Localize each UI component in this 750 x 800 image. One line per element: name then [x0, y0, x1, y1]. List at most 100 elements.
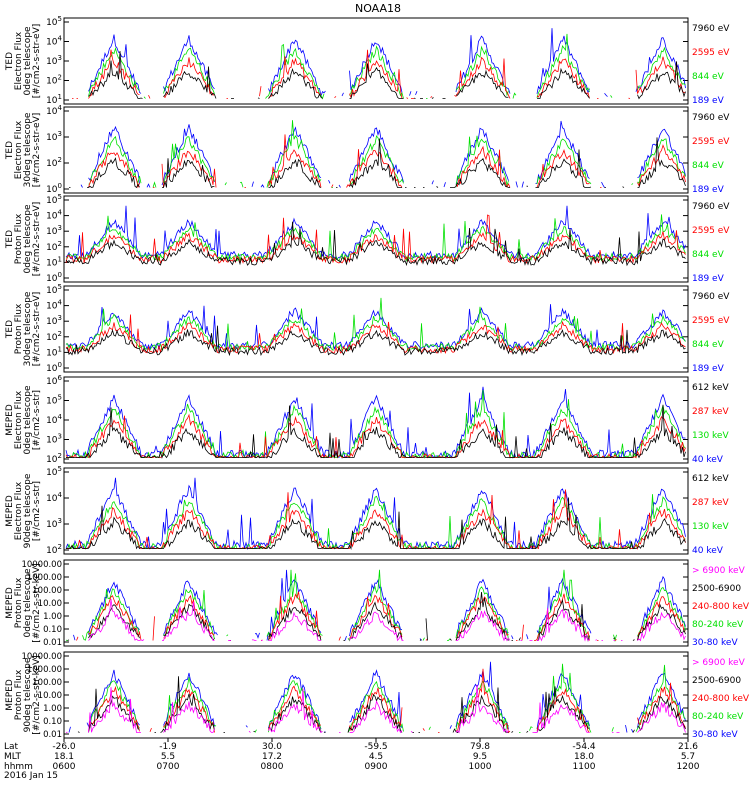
- x-tick-label: 1200: [677, 762, 700, 772]
- y-tick-label: 103: [46, 54, 62, 67]
- y-axis-label: Proton Flux: [14, 303, 24, 354]
- legend-entry: > 6900 keV: [692, 658, 746, 668]
- y-axis-label: 0deg telescope: [23, 568, 33, 638]
- x-tick-label: 4.5: [369, 752, 383, 762]
- series-trace-green: [66, 389, 686, 459]
- legend-entry: 30-80 keV: [692, 730, 738, 740]
- y-tick-label: 100.00: [32, 678, 62, 688]
- panel-5: 102 103 104 105 106 MEPED Electron Flux 0deg te…: [5, 374, 729, 465]
- y-tick-label: 104: [46, 413, 62, 426]
- series-trace-blue: [73, 569, 686, 641]
- series-trace-red: [65, 214, 686, 265]
- panel-6: 102 103 104 105 MEPED Electron Flux 90deg tele…: [5, 465, 729, 556]
- legend-entry: 80-240 keV: [692, 620, 744, 630]
- y-axis-label: Proton Flux: [14, 577, 24, 628]
- x-tick-label: 21.6: [678, 742, 698, 752]
- y-axis-label: TED: [5, 230, 15, 249]
- y-tick-label: 105: [46, 193, 62, 206]
- x-row-label: Lat: [4, 742, 19, 752]
- y-tick-label: 100: [46, 271, 62, 284]
- series-trace-blue: [65, 205, 686, 260]
- panel-frame: [63, 467, 689, 555]
- y-tick-label: 101: [46, 345, 62, 358]
- y-axis-label: 0deg telescope: [23, 204, 33, 274]
- series-trace-green: [65, 214, 686, 263]
- y-tick-label: 0.10: [43, 717, 62, 727]
- series-trace-black: [66, 497, 686, 551]
- panel-frame: [63, 195, 689, 283]
- y-axis-label: 0deg telescope: [23, 385, 33, 455]
- legend-entry: 189 eV: [692, 185, 725, 195]
- x-tick-label: 0600: [53, 762, 76, 772]
- legend-entry: > 6900 keV: [692, 566, 746, 576]
- y-axis-label: [#/cm2-s-str-eV]: [32, 113, 42, 188]
- panel-1: 101 102 103 104 105 TED Electron Flux 0deg tele…: [5, 15, 730, 106]
- series-trace-green: [88, 33, 686, 100]
- y-axis-label: Proton Flux: [14, 669, 24, 720]
- x-tick-label: 17.2: [262, 752, 282, 762]
- x-tick-label: 79.8: [470, 742, 490, 752]
- series-trace-green: [88, 120, 686, 188]
- y-tick-label: 102: [46, 452, 62, 465]
- y-tick-label: 10000.00: [21, 652, 62, 662]
- x-tick-label: 1100: [573, 762, 596, 772]
- y-axis-label: Electron Flux: [14, 120, 24, 179]
- y-axis-label: TED: [5, 141, 15, 160]
- panel-frame: [63, 651, 689, 739]
- y-tick-label: 103: [46, 517, 62, 530]
- y-tick-label: 102: [46, 330, 62, 343]
- series-trace-black: [88, 50, 686, 100]
- x-row-label: 2016 Jan 15: [4, 771, 58, 781]
- legend-entry: 612 keV: [692, 474, 729, 484]
- y-tick-label: 106: [46, 374, 62, 387]
- x-tick-label: 9.5: [473, 752, 487, 762]
- y-axis-label: MEPED: [5, 679, 15, 711]
- y-tick-label: 103: [46, 314, 62, 327]
- y-tick-label: 0.01: [43, 638, 62, 648]
- legend-entry: 844 eV: [692, 161, 725, 171]
- series-trace-black: [65, 221, 686, 267]
- y-axis-label: 30deg telescope: [23, 291, 33, 366]
- series-trace-black: [67, 591, 686, 642]
- series-trace-black: [77, 676, 686, 733]
- y-axis-label: Electron Flux: [14, 390, 24, 449]
- x-tick-label: 1000: [469, 762, 492, 772]
- y-tick-label: 104: [46, 104, 62, 117]
- x-row-label: MLT: [4, 752, 22, 762]
- y-axis-label: Electron Flux: [14, 31, 24, 90]
- y-tick-label: 102: [46, 156, 62, 169]
- y-tick-label: 100: [46, 182, 62, 195]
- y-tick-label: 105: [46, 283, 62, 296]
- legend-entry: 7960 eV: [692, 292, 730, 302]
- y-tick-label: 1000.00: [27, 665, 62, 675]
- y-tick-label: 10000.00: [21, 560, 62, 570]
- series-trace-black: [66, 404, 686, 459]
- legend-entry: 80-240 keV: [692, 712, 744, 722]
- y-axis-label: MEPED: [5, 404, 15, 436]
- y-axis-label: MEPED: [5, 495, 15, 527]
- y-axis-label: [#/cm2-s-str-eV]: [32, 202, 42, 277]
- series-trace-green: [66, 494, 686, 551]
- legend-entry: 240-800 keV: [692, 694, 750, 704]
- x-tick-label: -1.9: [159, 742, 177, 752]
- panel-frame: [63, 17, 689, 105]
- series-trace-magenta: [65, 684, 686, 734]
- series-trace-red: [66, 489, 686, 550]
- x-tick-label: 0900: [365, 762, 388, 772]
- x-tick-label: 30.0: [262, 742, 282, 752]
- panel-frame: [63, 559, 689, 647]
- legend-entry: 189 eV: [692, 274, 725, 284]
- legend-entry: 2500-6900: [692, 584, 741, 594]
- series-trace-black: [65, 325, 686, 357]
- legend-entry: 189 eV: [692, 96, 725, 106]
- series-trace-red: [72, 49, 686, 99]
- series-trace-red: [65, 413, 686, 459]
- legend-entry: 7960 eV: [692, 24, 730, 34]
- panel-3: 100 101 102 103 104 105 TED Proton Flux 0deg tel…: [5, 193, 730, 284]
- y-tick-label: 104: [46, 299, 62, 312]
- series-trace-black: [69, 137, 686, 189]
- x-tick-label: 5.7: [681, 752, 695, 762]
- y-axis-label: [#/cm2-s-str-eV]: [32, 24, 42, 99]
- y-axis-label: 30deg telescope: [23, 112, 33, 187]
